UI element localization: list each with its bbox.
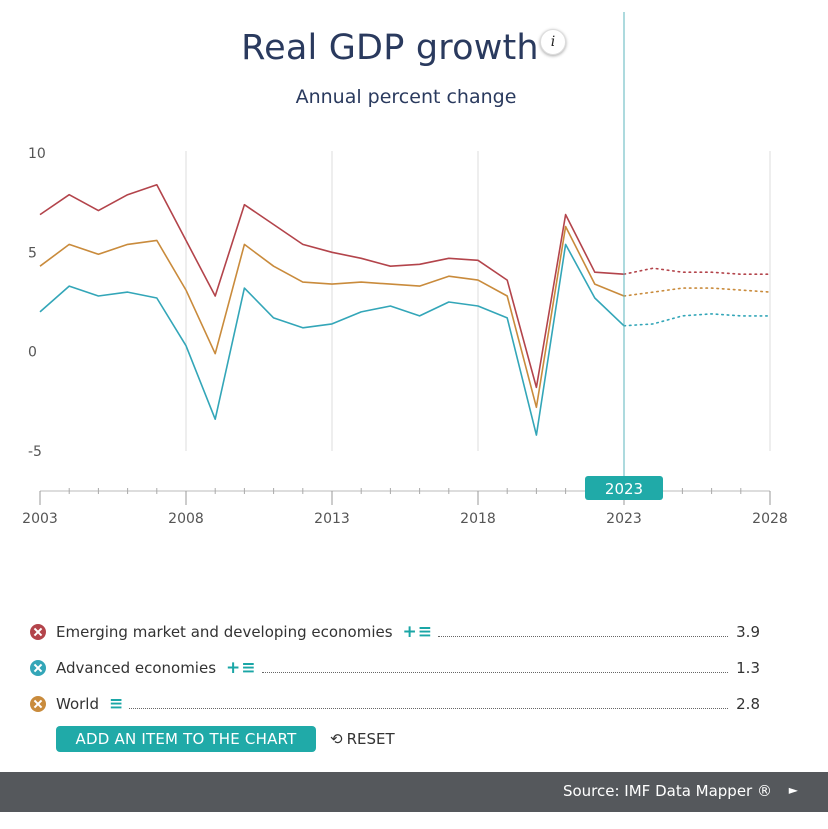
selected-year-label: 2023 xyxy=(605,480,643,498)
series-projection-line xyxy=(623,287,771,297)
remove-series-icon[interactable] xyxy=(30,696,46,712)
selected-year-badge[interactable] xyxy=(585,476,663,500)
x-tick-label: 2008 xyxy=(168,511,204,527)
info-icon[interactable]: i xyxy=(540,29,566,55)
legend-item-value: 2.8 xyxy=(736,695,760,713)
list-icon[interactable]: ≡ xyxy=(241,658,256,678)
add-item-button[interactable]: ADD AN ITEM TO THE CHART xyxy=(56,726,316,752)
series-projection-line xyxy=(623,313,771,327)
footer: Source: IMF Data Mapper ® ► xyxy=(0,772,828,812)
reset-icon: ⟲ xyxy=(330,730,343,748)
legend: Emerging market and developing economies… xyxy=(30,614,760,722)
legend-item-label: Advanced economies xyxy=(56,659,217,677)
line-chart: 10 5 0 -5 2003 2008 2013 2018 2023 2028 2023 xyxy=(22,12,788,527)
legend-item: World ≡ 2.8 xyxy=(30,686,760,722)
reset-button[interactable]: ⟲ RESET xyxy=(330,727,395,751)
y-tick-label: 5 xyxy=(28,245,37,261)
chart-subtitle: Annual percent change xyxy=(295,86,517,108)
legend-item: Advanced economies + ≡ 1.3 xyxy=(30,650,760,686)
x-tick-label: 2018 xyxy=(460,511,496,527)
y-tick-label: 0 xyxy=(28,345,37,361)
legend-item-label: World xyxy=(56,695,99,713)
source-link[interactable]: Source: IMF Data Mapper ® xyxy=(562,782,772,800)
legend-item-label: Emerging market and developing economies xyxy=(56,623,393,641)
legend-item: Emerging market and developing economies… xyxy=(30,614,760,650)
list-icon[interactable]: ≡ xyxy=(417,622,433,642)
remove-series-icon[interactable] xyxy=(30,660,46,676)
x-tick-label: 2013 xyxy=(314,511,350,527)
leader-dots xyxy=(261,671,728,673)
remove-series-icon[interactable] xyxy=(30,624,46,640)
leader-dots xyxy=(438,635,728,637)
y-tick-label: 10 xyxy=(28,146,46,162)
series-line xyxy=(39,225,625,409)
play-arrow-icon[interactable]: ► xyxy=(788,783,798,797)
series-projection-line xyxy=(623,267,771,276)
legend-item-value: 1.3 xyxy=(736,659,760,677)
legend-item-value: 3.9 xyxy=(736,623,760,641)
list-icon[interactable]: ≡ xyxy=(109,694,124,714)
x-tick-label: 2028 xyxy=(752,511,788,527)
x-tick-label: 2023 xyxy=(606,511,642,527)
add-icon[interactable]: + xyxy=(402,622,417,642)
reset-label: RESET xyxy=(346,730,395,748)
y-tick-label: -5 xyxy=(28,444,42,460)
chart-title: Real GDP growth xyxy=(241,28,539,68)
add-icon[interactable]: + xyxy=(226,658,241,678)
series-line xyxy=(39,243,625,436)
leader-dots xyxy=(129,707,728,709)
series-line xyxy=(39,184,625,389)
x-tick-label: 2003 xyxy=(22,511,58,527)
